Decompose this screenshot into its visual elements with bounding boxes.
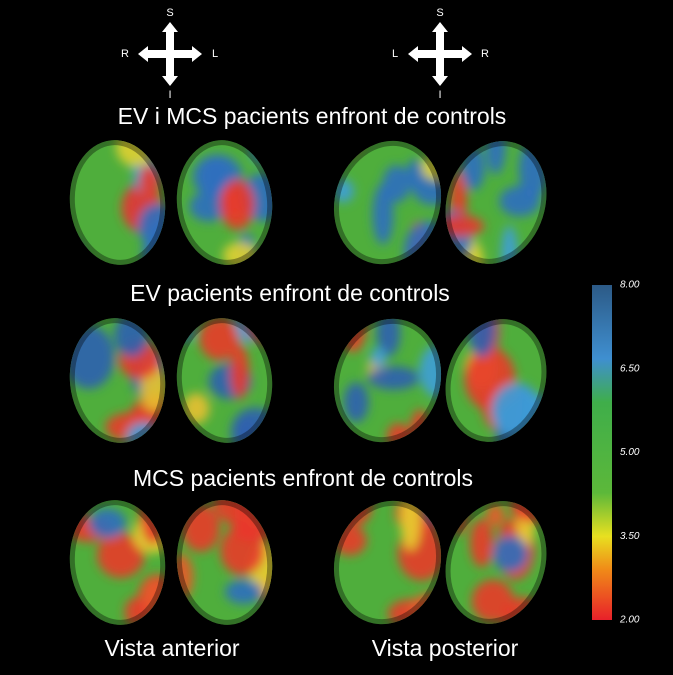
- thalamus-renders: [63, 126, 562, 639]
- orientation-compass: S I R L: [121, 7, 218, 101]
- orientation-compass: S I L R: [392, 7, 489, 101]
- colorbar-tick-label: 5.00: [620, 447, 640, 458]
- patch: [138, 164, 161, 199]
- thalamus: [63, 495, 172, 630]
- shade: [440, 314, 552, 447]
- view-label: Vista posterior: [372, 635, 519, 661]
- thalamus: [430, 487, 562, 638]
- thalamus: [318, 304, 457, 457]
- patch: [343, 382, 369, 423]
- orientation-label: S: [436, 7, 443, 19]
- orientation-label: I: [168, 89, 171, 101]
- patches: [189, 135, 279, 270]
- thalamus: [318, 486, 457, 639]
- thalamus: [170, 495, 279, 630]
- orientation-label: R: [481, 48, 489, 60]
- thalamus: [318, 126, 457, 279]
- shade: [328, 495, 447, 630]
- compasses: S I R L S I L R: [121, 7, 489, 101]
- row-title: EV pacients enfront de controls: [130, 280, 450, 306]
- orientation-label: L: [392, 48, 398, 60]
- compass-arrows: [138, 22, 202, 86]
- compass-arrows: [408, 22, 472, 86]
- patch: [400, 488, 421, 551]
- patch: [425, 491, 445, 523]
- colorbar-tick-label: 6.50: [620, 363, 640, 374]
- patch: [367, 366, 420, 390]
- patch: [220, 179, 255, 230]
- patch: [370, 347, 387, 368]
- shade: [64, 313, 171, 448]
- shade: [171, 135, 278, 270]
- shade: [171, 495, 278, 630]
- thalamus: [170, 135, 279, 270]
- patch: [406, 158, 424, 190]
- shade: [64, 495, 171, 630]
- patch: [181, 504, 220, 552]
- patch: [230, 344, 250, 399]
- patch: [220, 526, 265, 576]
- patch: [435, 215, 484, 237]
- patch: [183, 393, 210, 424]
- thalamus: [63, 135, 172, 270]
- patch: [222, 241, 258, 270]
- patch: [323, 126, 363, 156]
- patch: [199, 317, 240, 361]
- colorbar-tick-label: 3.50: [620, 531, 640, 542]
- patch: [470, 519, 494, 568]
- orientation-label: L: [212, 48, 218, 60]
- orientation-label: R: [121, 48, 129, 60]
- patch: [63, 240, 84, 270]
- row-title: MCS pacients enfront de controls: [133, 465, 473, 491]
- orientation-label: S: [166, 7, 173, 19]
- colorbar-tick-label: 8.00: [620, 280, 640, 291]
- patch: [486, 503, 505, 527]
- shade: [440, 496, 552, 629]
- patches: [339, 304, 457, 457]
- shade: [64, 135, 171, 270]
- thalamus: [430, 127, 562, 278]
- patch: [200, 156, 231, 195]
- row-title: EV i MCS pacients enfront de controls: [118, 103, 507, 129]
- thalamus: [430, 305, 562, 456]
- shade: [440, 136, 552, 269]
- colorbar-tick-label: 2.00: [619, 615, 640, 626]
- patch: [224, 579, 263, 604]
- thalamus: [170, 313, 279, 448]
- patch: [189, 191, 228, 222]
- colorbar: [592, 285, 612, 620]
- patch: [492, 535, 529, 573]
- view-label: Vista anterior: [104, 635, 239, 661]
- shade: [328, 313, 447, 448]
- patch: [97, 532, 145, 578]
- patch: [88, 508, 127, 539]
- patch: [372, 183, 394, 245]
- colorbar-ticks: 8.00 6.50 5.00 3.50 2.00: [619, 280, 640, 626]
- orientation-label: I: [438, 89, 441, 101]
- shade: [171, 313, 278, 448]
- patch: [376, 310, 401, 357]
- shade: [328, 135, 447, 270]
- thalamus: [63, 313, 172, 448]
